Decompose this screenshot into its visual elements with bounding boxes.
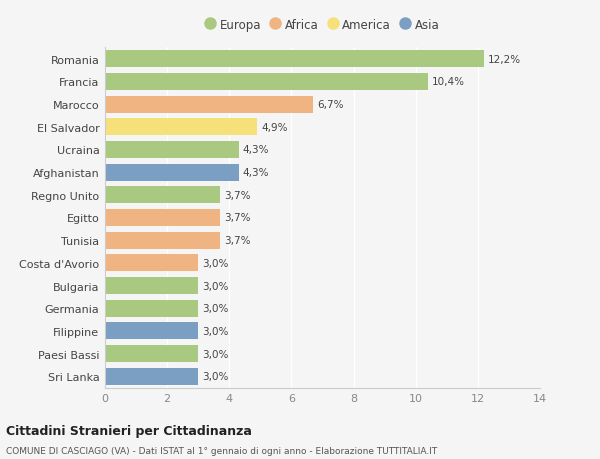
Text: 4,9%: 4,9% bbox=[261, 123, 287, 133]
Text: 6,7%: 6,7% bbox=[317, 100, 343, 110]
Text: 3,0%: 3,0% bbox=[202, 303, 229, 313]
Bar bbox=[105, 96, 313, 113]
Bar bbox=[105, 187, 220, 204]
Text: 4,3%: 4,3% bbox=[242, 145, 269, 155]
Text: 3,7%: 3,7% bbox=[224, 235, 250, 246]
Bar bbox=[105, 277, 198, 295]
Text: 3,0%: 3,0% bbox=[202, 281, 229, 291]
Text: 10,4%: 10,4% bbox=[432, 77, 465, 87]
Bar bbox=[105, 323, 198, 340]
Bar bbox=[105, 345, 198, 363]
Text: 3,0%: 3,0% bbox=[202, 326, 229, 336]
Text: 3,7%: 3,7% bbox=[224, 190, 250, 201]
Text: 3,0%: 3,0% bbox=[202, 371, 229, 381]
Bar bbox=[105, 232, 220, 249]
Bar bbox=[105, 209, 220, 227]
Bar bbox=[105, 164, 239, 181]
Text: 4,3%: 4,3% bbox=[242, 168, 269, 178]
Text: Cittadini Stranieri per Cittadinanza: Cittadini Stranieri per Cittadinanza bbox=[6, 425, 252, 437]
Bar bbox=[105, 141, 239, 159]
Bar bbox=[105, 368, 198, 385]
Bar bbox=[105, 119, 257, 136]
Bar bbox=[105, 74, 428, 91]
Legend: Europa, Africa, America, Asia: Europa, Africa, America, Asia bbox=[203, 17, 442, 34]
Text: 3,0%: 3,0% bbox=[202, 258, 229, 269]
Text: 3,0%: 3,0% bbox=[202, 349, 229, 359]
Text: 12,2%: 12,2% bbox=[488, 55, 521, 65]
Bar bbox=[105, 300, 198, 317]
Bar bbox=[105, 255, 198, 272]
Text: 3,7%: 3,7% bbox=[224, 213, 250, 223]
Text: COMUNE DI CASCIAGO (VA) - Dati ISTAT al 1° gennaio di ogni anno - Elaborazione T: COMUNE DI CASCIAGO (VA) - Dati ISTAT al … bbox=[6, 446, 437, 455]
Bar bbox=[105, 51, 484, 68]
